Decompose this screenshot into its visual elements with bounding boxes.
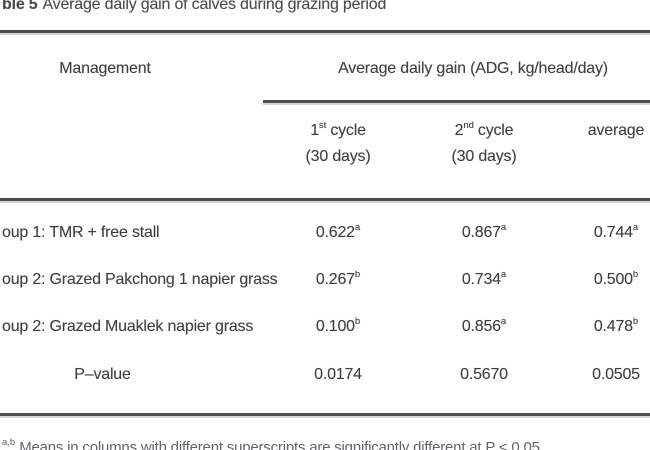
subcolumn-cycle2-line2: (30 days): [451, 148, 517, 165]
row-label: oup 1: TMR + free stall: [2, 224, 160, 241]
significance-letter: a: [354, 221, 361, 233]
significance-letter: a: [500, 268, 507, 280]
cell-cycle1: 0.267b: [315, 268, 361, 288]
significance-letter: a: [632, 221, 639, 233]
ordinal-suffix: st: [318, 119, 327, 131]
cell-cycle1: 0.0174: [314, 366, 362, 383]
table-caption-text: Average daily gain of calves during graz…: [42, 0, 387, 13]
cell-cycle2: 0.5670: [460, 366, 508, 383]
adg-group-rule: [263, 100, 650, 103]
footnote-text: Means in columns with different superscr…: [19, 439, 540, 450]
cell-cycle1: 0.100b: [315, 315, 361, 335]
subcolumn-header-cycle2: 2nd cycle (30 days): [419, 118, 549, 170]
significance-letter: b: [354, 315, 361, 327]
cell-cycle2: 0.734a: [461, 268, 507, 288]
cell-cycle2: 0.867a: [461, 221, 507, 241]
cell-average: 0.0505: [592, 366, 640, 383]
significance-letter: b: [632, 268, 639, 280]
cell-cycle1: 0.622a: [315, 221, 361, 241]
table-caption: ble 5 Average daily gain of calves during…: [2, 0, 386, 15]
cell-average: 0.478b: [593, 315, 639, 335]
cell-cycle2: 0.856a: [461, 315, 507, 335]
row-label-pvalue: P–value: [74, 366, 131, 383]
subcolumn-cycle1-line1: 1st cycle: [310, 119, 366, 139]
table-caption-number: ble 5: [2, 0, 38, 13]
cell-average: 0.744a: [593, 221, 639, 241]
significance-letter: b: [632, 315, 639, 327]
row-label: oup 2: Grazed Pakchong 1 napier grass: [2, 271, 278, 288]
significance-letter: b: [354, 268, 361, 280]
subcolumn-header-average: average: [587, 122, 645, 139]
table-footnote: a,b Means in columns with different supe…: [2, 437, 642, 450]
column-header-adg: Average daily gain (ADG, kg/head/day): [338, 60, 608, 77]
subcolumn-cycle1-line2: (30 days): [305, 148, 371, 165]
header-body-rule: [0, 198, 650, 201]
ordinal-suffix: nd: [463, 119, 474, 131]
subcolumn-header-cycle1: 1st cycle (30 days): [273, 118, 403, 170]
table-top-rule: [0, 30, 650, 33]
row-label: oup 2: Grazed Muaklek napier grass: [2, 318, 254, 335]
footnote-superscript: a,b: [2, 437, 16, 448]
column-header-management: Management: [59, 60, 151, 77]
table-bottom-rule: [0, 413, 650, 416]
significance-letter: a: [500, 315, 507, 327]
significance-letter: a: [500, 221, 507, 233]
cell-average: 0.500b: [593, 268, 639, 288]
subcolumn-cycle2-line1: 2nd cycle: [454, 119, 514, 139]
